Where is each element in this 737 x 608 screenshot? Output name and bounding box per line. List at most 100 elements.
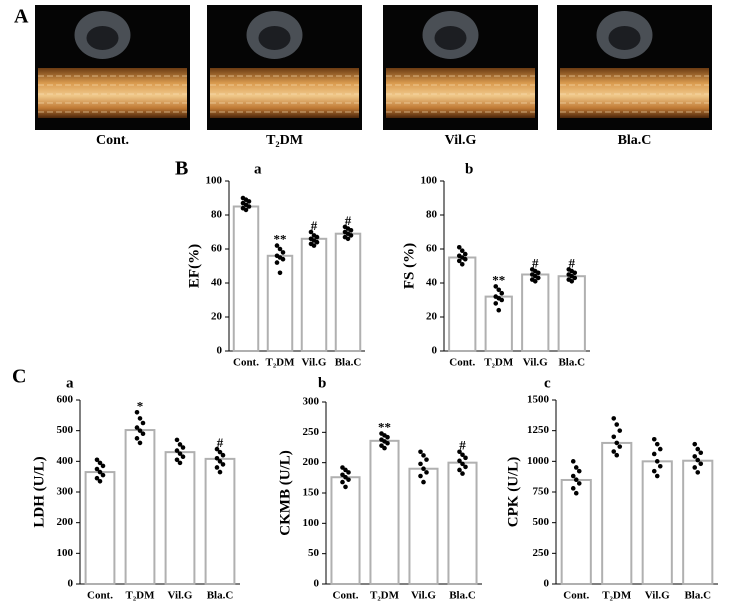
data-point bbox=[657, 463, 663, 469]
y-tick-label: 250 bbox=[533, 547, 550, 559]
bar bbox=[682, 459, 714, 585]
data-point bbox=[614, 452, 620, 458]
subpanel-label: a bbox=[66, 375, 74, 391]
y-tick-label: 1000 bbox=[527, 455, 550, 467]
data-point bbox=[340, 479, 345, 485]
data-point bbox=[314, 234, 320, 240]
data-point bbox=[174, 457, 180, 463]
data-point bbox=[460, 461, 465, 467]
data-point bbox=[97, 478, 103, 484]
bar bbox=[84, 471, 116, 586]
y-tick-label: 20 bbox=[211, 311, 223, 323]
data-point bbox=[570, 473, 576, 479]
y-axis-label: CKMB (U/L) bbox=[277, 450, 293, 535]
y-tick-label: 0 bbox=[68, 578, 74, 590]
data-point bbox=[695, 446, 701, 452]
data-point bbox=[137, 440, 143, 446]
data-point bbox=[137, 428, 143, 433]
bar bbox=[641, 460, 673, 586]
data-point bbox=[140, 420, 146, 426]
data-point bbox=[94, 475, 100, 481]
data-point bbox=[459, 262, 465, 267]
data-point bbox=[418, 449, 423, 455]
data-point bbox=[457, 458, 462, 464]
subpanel-label: b bbox=[465, 161, 473, 177]
data-point bbox=[217, 469, 223, 475]
y-axis-label: FS (%) bbox=[401, 243, 417, 289]
data-point bbox=[496, 307, 502, 313]
x-tick-label: Bla.C bbox=[449, 590, 476, 602]
data-point bbox=[97, 469, 103, 475]
data-point bbox=[220, 462, 226, 467]
echo-view bbox=[258, 26, 291, 50]
x-tick-label: Cont. bbox=[449, 357, 475, 369]
data-point bbox=[94, 457, 100, 463]
data-point bbox=[692, 465, 698, 470]
data-point bbox=[421, 453, 426, 458]
x-tick-label: Vil.G bbox=[302, 357, 327, 369]
x-tick-label: T₂DM bbox=[266, 357, 296, 369]
x-tick-label: Vil.G bbox=[523, 357, 548, 369]
x-tick-label: Cont. bbox=[563, 590, 589, 602]
y-tick-label: 40 bbox=[426, 277, 438, 289]
bar bbox=[601, 441, 633, 585]
bar bbox=[447, 461, 478, 585]
data-point bbox=[385, 434, 390, 440]
significance-marker: # bbox=[217, 435, 224, 450]
significance-marker: # bbox=[569, 255, 576, 270]
x-tick-label: Bla.C bbox=[684, 590, 711, 602]
data-point bbox=[243, 207, 249, 213]
x-tick-label: Bla.C bbox=[558, 357, 585, 369]
bar bbox=[300, 237, 328, 352]
data-point bbox=[493, 301, 499, 306]
bar bbox=[266, 254, 294, 352]
bar bbox=[408, 467, 439, 586]
data-point bbox=[177, 451, 183, 456]
data-point bbox=[220, 452, 226, 458]
data-point bbox=[570, 486, 576, 491]
data-point bbox=[277, 270, 283, 276]
data-point bbox=[177, 442, 183, 447]
echo-view bbox=[86, 26, 119, 50]
data-point bbox=[651, 451, 657, 457]
bar bbox=[557, 275, 586, 353]
image-caption: Bla.C bbox=[618, 133, 652, 148]
data-point bbox=[418, 473, 423, 479]
data-point bbox=[576, 468, 582, 474]
x-tick-label: Vil.G bbox=[411, 590, 436, 602]
bar bbox=[124, 429, 156, 586]
echo-view bbox=[608, 26, 641, 50]
y-tick-label: 100 bbox=[303, 517, 320, 529]
data-point bbox=[569, 279, 575, 284]
y-tick-label: 750 bbox=[533, 486, 550, 498]
y-tick-label: 40 bbox=[211, 277, 223, 289]
bar bbox=[560, 478, 592, 585]
data-point bbox=[346, 470, 351, 475]
data-point bbox=[134, 425, 140, 430]
data-point bbox=[462, 256, 468, 262]
data-point bbox=[311, 243, 317, 248]
data-point bbox=[698, 461, 704, 467]
data-point bbox=[100, 472, 106, 478]
data-point bbox=[535, 270, 541, 276]
data-point bbox=[214, 455, 220, 461]
data-point bbox=[572, 270, 578, 276]
data-point bbox=[94, 466, 100, 472]
x-tick-label: Vil.G bbox=[645, 590, 670, 602]
data-point bbox=[617, 444, 623, 449]
data-point bbox=[177, 460, 183, 466]
bar bbox=[369, 439, 400, 585]
data-point bbox=[421, 479, 426, 485]
data-point bbox=[134, 409, 140, 415]
data-point bbox=[654, 473, 660, 479]
data-point bbox=[695, 457, 701, 463]
data-point bbox=[463, 464, 468, 470]
bar bbox=[330, 476, 361, 585]
data-point bbox=[462, 251, 468, 257]
data-point bbox=[499, 290, 505, 296]
data-point bbox=[573, 490, 579, 496]
data-point bbox=[456, 245, 462, 250]
bar bbox=[232, 205, 260, 352]
data-point bbox=[570, 459, 576, 464]
bar bbox=[204, 457, 236, 586]
